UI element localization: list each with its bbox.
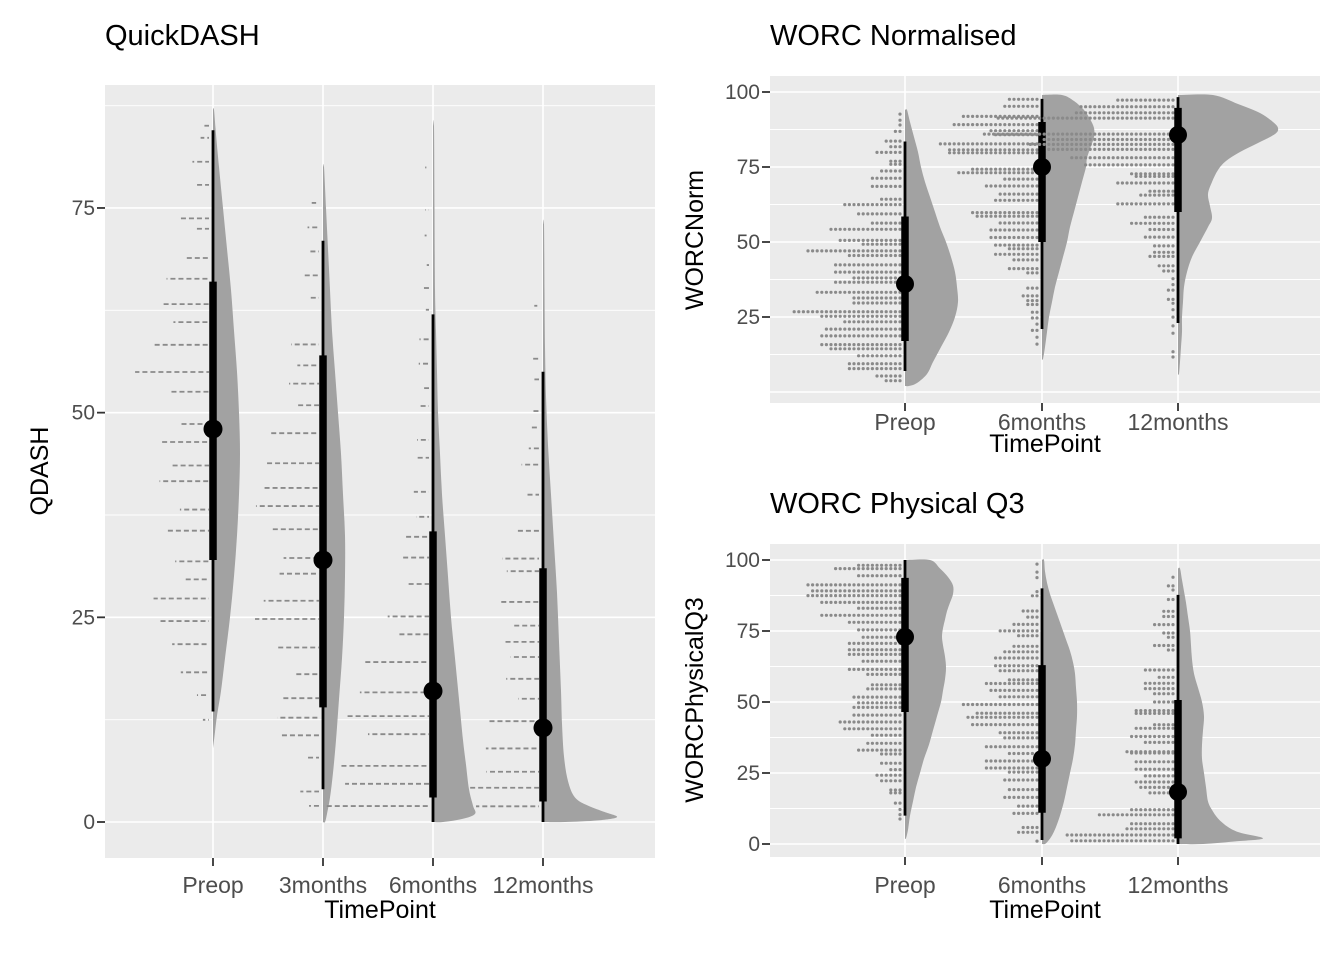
median-dot — [203, 419, 223, 439]
x-tick-label: Preop — [874, 872, 935, 898]
x-tick-label: 6months — [998, 409, 1086, 435]
cluster-Preop — [792, 109, 959, 387]
violin — [1178, 567, 1264, 845]
rain — [135, 124, 209, 721]
cluster-6months — [961, 559, 1078, 845]
x-axis: Preop 6months 12months — [874, 403, 1229, 435]
cluster-Preop — [806, 559, 954, 839]
x-tick-label: 12months — [492, 872, 593, 898]
x-tick-label: 12months — [1127, 409, 1228, 435]
median-dot — [1169, 783, 1187, 802]
y-tick-label: 100 — [725, 81, 760, 104]
interval — [896, 141, 914, 371]
y-tick-label: 0 — [748, 833, 760, 856]
violin — [1178, 94, 1279, 375]
worc-physical-plot-title: WORC Physical Q3 — [770, 488, 1025, 520]
y-axis: 0 25 50 75 100 — [725, 549, 770, 856]
interval — [203, 130, 223, 712]
median-dot — [896, 275, 914, 293]
interval — [313, 240, 333, 790]
x-tick-label: 6months — [389, 872, 477, 898]
interval — [533, 371, 553, 822]
quickdash-x-axis-title: TimePoint — [324, 896, 436, 924]
violin — [1042, 94, 1095, 360]
quickdash-plot-title: QuickDASH — [105, 20, 260, 52]
y-tick-label: 75 — [737, 156, 760, 179]
median-dot — [313, 550, 333, 570]
y-tick-label: 50 — [737, 231, 760, 254]
interval — [1033, 98, 1051, 329]
interval — [896, 560, 914, 816]
y-tick-label: 50 — [737, 691, 760, 714]
median-dot — [1033, 158, 1051, 176]
violin — [905, 109, 959, 387]
interval — [1169, 97, 1187, 323]
x-axis: Preop 3months 6months 12months — [182, 858, 594, 898]
y-tick-label: 100 — [725, 549, 760, 572]
y-tick-label: 25 — [737, 762, 760, 785]
violin — [433, 120, 476, 823]
x-tick-label: Preop — [182, 872, 243, 898]
worc-normalised-x-axis-title: TimePoint — [989, 430, 1101, 458]
violin — [323, 164, 346, 823]
worc-physical-y-axis-title: WORCPhysicalQ3 — [681, 597, 709, 803]
quickdash-y-axis-title: QDASH — [26, 426, 54, 516]
y-tick-label: 0 — [83, 811, 95, 834]
interval — [1033, 588, 1051, 841]
cluster-6months — [323, 120, 476, 823]
plot-1: 25 50 75 100 Preop 6months 12months — [725, 76, 1320, 435]
violin — [905, 559, 954, 839]
y-tick-label: 50 — [72, 402, 95, 425]
rain — [1065, 575, 1175, 843]
plot-0: 0 25 50 75 Preop 3months 6months 12months — [72, 85, 655, 898]
rain — [255, 202, 319, 807]
x-tick-label: 6months — [998, 872, 1086, 898]
interval — [423, 314, 443, 822]
rain — [938, 97, 1039, 346]
panel-background — [105, 85, 655, 858]
rain — [982, 98, 1175, 359]
rain — [468, 304, 539, 808]
worc-normalised-plot-title: WORC Normalised — [770, 20, 1017, 52]
y-axis: 0 25 50 75 — [72, 197, 105, 834]
y-tick-label: 25 — [737, 306, 760, 329]
cluster-12months — [1065, 567, 1264, 845]
cluster-6months — [938, 94, 1095, 360]
y-axis: 25 50 75 100 — [725, 81, 770, 329]
violin — [543, 219, 618, 823]
interval — [1169, 594, 1187, 844]
y-tick-label: 75 — [737, 620, 760, 643]
cluster-12months — [468, 219, 618, 823]
violin — [212, 107, 240, 750]
median-dot — [1033, 749, 1051, 768]
median-dot — [423, 681, 443, 701]
x-axis: Preop 6months 12months — [874, 857, 1229, 898]
cluster-3months — [255, 164, 346, 823]
rain — [806, 563, 902, 821]
cluster-Preop — [135, 107, 240, 750]
violin — [1042, 559, 1078, 845]
x-tick-label: 3months — [279, 872, 367, 898]
y-tick-label: 25 — [72, 606, 95, 629]
worc-physical-x-axis-title: TimePoint — [989, 896, 1101, 924]
median-dot — [896, 627, 914, 646]
x-tick-label: 12months — [1127, 872, 1228, 898]
rain — [792, 112, 902, 383]
median-dot — [1169, 125, 1187, 144]
cluster-12months — [982, 94, 1279, 375]
plot-2: 0 25 50 75 100 Preop 6months 12months — [725, 544, 1320, 898]
worc-normalised-y-axis-title: WORCNorm — [681, 169, 709, 311]
median-dot — [533, 718, 553, 738]
rain — [323, 166, 429, 807]
x-tick-label: Preop — [874, 409, 935, 435]
rain — [961, 562, 1039, 843]
y-tick-label: 75 — [72, 197, 95, 220]
